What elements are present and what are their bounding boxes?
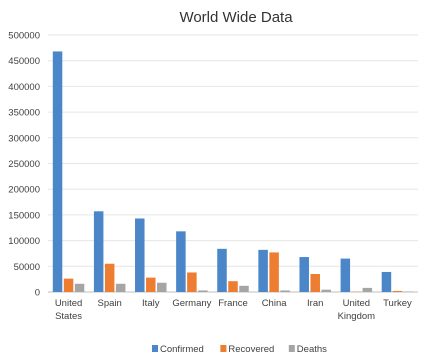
gridlines — [48, 34, 418, 293]
bar-recovered-turkey — [392, 290, 403, 292]
y-axis: 0 50000 100000 150000 200000 250000 300000 3500… — [8, 31, 40, 299]
y-tick-label: 250000 — [8, 159, 40, 170]
x-tick-label: States — [55, 311, 82, 322]
legend-label-deaths: Deaths — [297, 344, 327, 355]
y-tick-label: 200000 — [8, 185, 40, 196]
y-tick-label: 50000 — [14, 262, 40, 273]
y-tick-label: 350000 — [8, 108, 40, 119]
x-tick-label: United — [343, 298, 370, 309]
bar-deaths-china — [280, 290, 290, 292]
y-tick-label: 500000 — [8, 31, 40, 42]
y-tick-label: 450000 — [8, 56, 40, 67]
x-tick-label: Germany — [172, 298, 211, 309]
legend-swatch-confirmed — [152, 345, 158, 352]
x-tick-label: France — [218, 298, 248, 309]
bar-deaths-turkey — [403, 291, 414, 292]
bar-recovered-italy — [146, 277, 156, 292]
y-tick-label: 100000 — [8, 236, 40, 247]
bar-confirmed-germany — [176, 231, 186, 292]
bars — [52, 51, 414, 292]
bar-confirmed-turkey — [381, 271, 392, 292]
legend-label-recovered: Recovered — [228, 344, 274, 355]
bar-recovered-china — [269, 252, 279, 292]
x-tick-label: Spain — [98, 298, 122, 309]
bar-deaths-united-states — [74, 283, 85, 292]
bar-confirmed-china — [258, 249, 268, 292]
bar-deaths-italy — [157, 282, 167, 292]
x-tick-label: United — [55, 298, 82, 309]
chart-title: World Wide Data — [179, 9, 293, 26]
x-tick-label: Iran — [307, 298, 323, 309]
bar-confirmed-france — [217, 248, 227, 292]
bar-recovered-united-states — [63, 278, 74, 292]
x-tick-label: Kingdom — [338, 311, 376, 322]
y-tick-label: 150000 — [8, 210, 40, 221]
x-tick-label: Turkey — [383, 298, 412, 309]
bar-recovered-spain — [104, 263, 115, 292]
legend-label-confirmed: Confirmed — [160, 344, 204, 355]
legend-swatch-deaths — [288, 345, 295, 352]
bar-deaths-united-kingdom — [362, 287, 373, 292]
bar-deaths-germany — [198, 290, 208, 292]
bar-confirmed-united-states — [52, 51, 63, 292]
bar-deaths-france — [239, 285, 249, 292]
bar-confirmed-spain — [93, 211, 104, 292]
y-tick-label: 0 — [35, 288, 40, 299]
bar-recovered-iran — [310, 274, 320, 292]
bar-deaths-iran — [321, 289, 331, 292]
x-axis: United States Spain Italy Germany France China… — [55, 298, 412, 322]
bar-confirmed-italy — [135, 218, 145, 292]
x-tick-label: China — [262, 298, 288, 309]
bar-recovered-germany — [187, 272, 197, 292]
y-tick-label: 400000 — [8, 82, 40, 93]
bar-deaths-spain — [115, 283, 126, 292]
x-tick-label: Italy — [142, 298, 160, 309]
legend: Confirmed Recovered Deaths — [152, 344, 327, 355]
y-tick-label: 300000 — [8, 133, 40, 144]
bar-confirmed-united-kingdom — [340, 258, 351, 292]
bar-recovered-france — [228, 281, 238, 292]
legend-swatch-recovered — [220, 345, 227, 352]
bar-confirmed-iran — [299, 257, 309, 292]
